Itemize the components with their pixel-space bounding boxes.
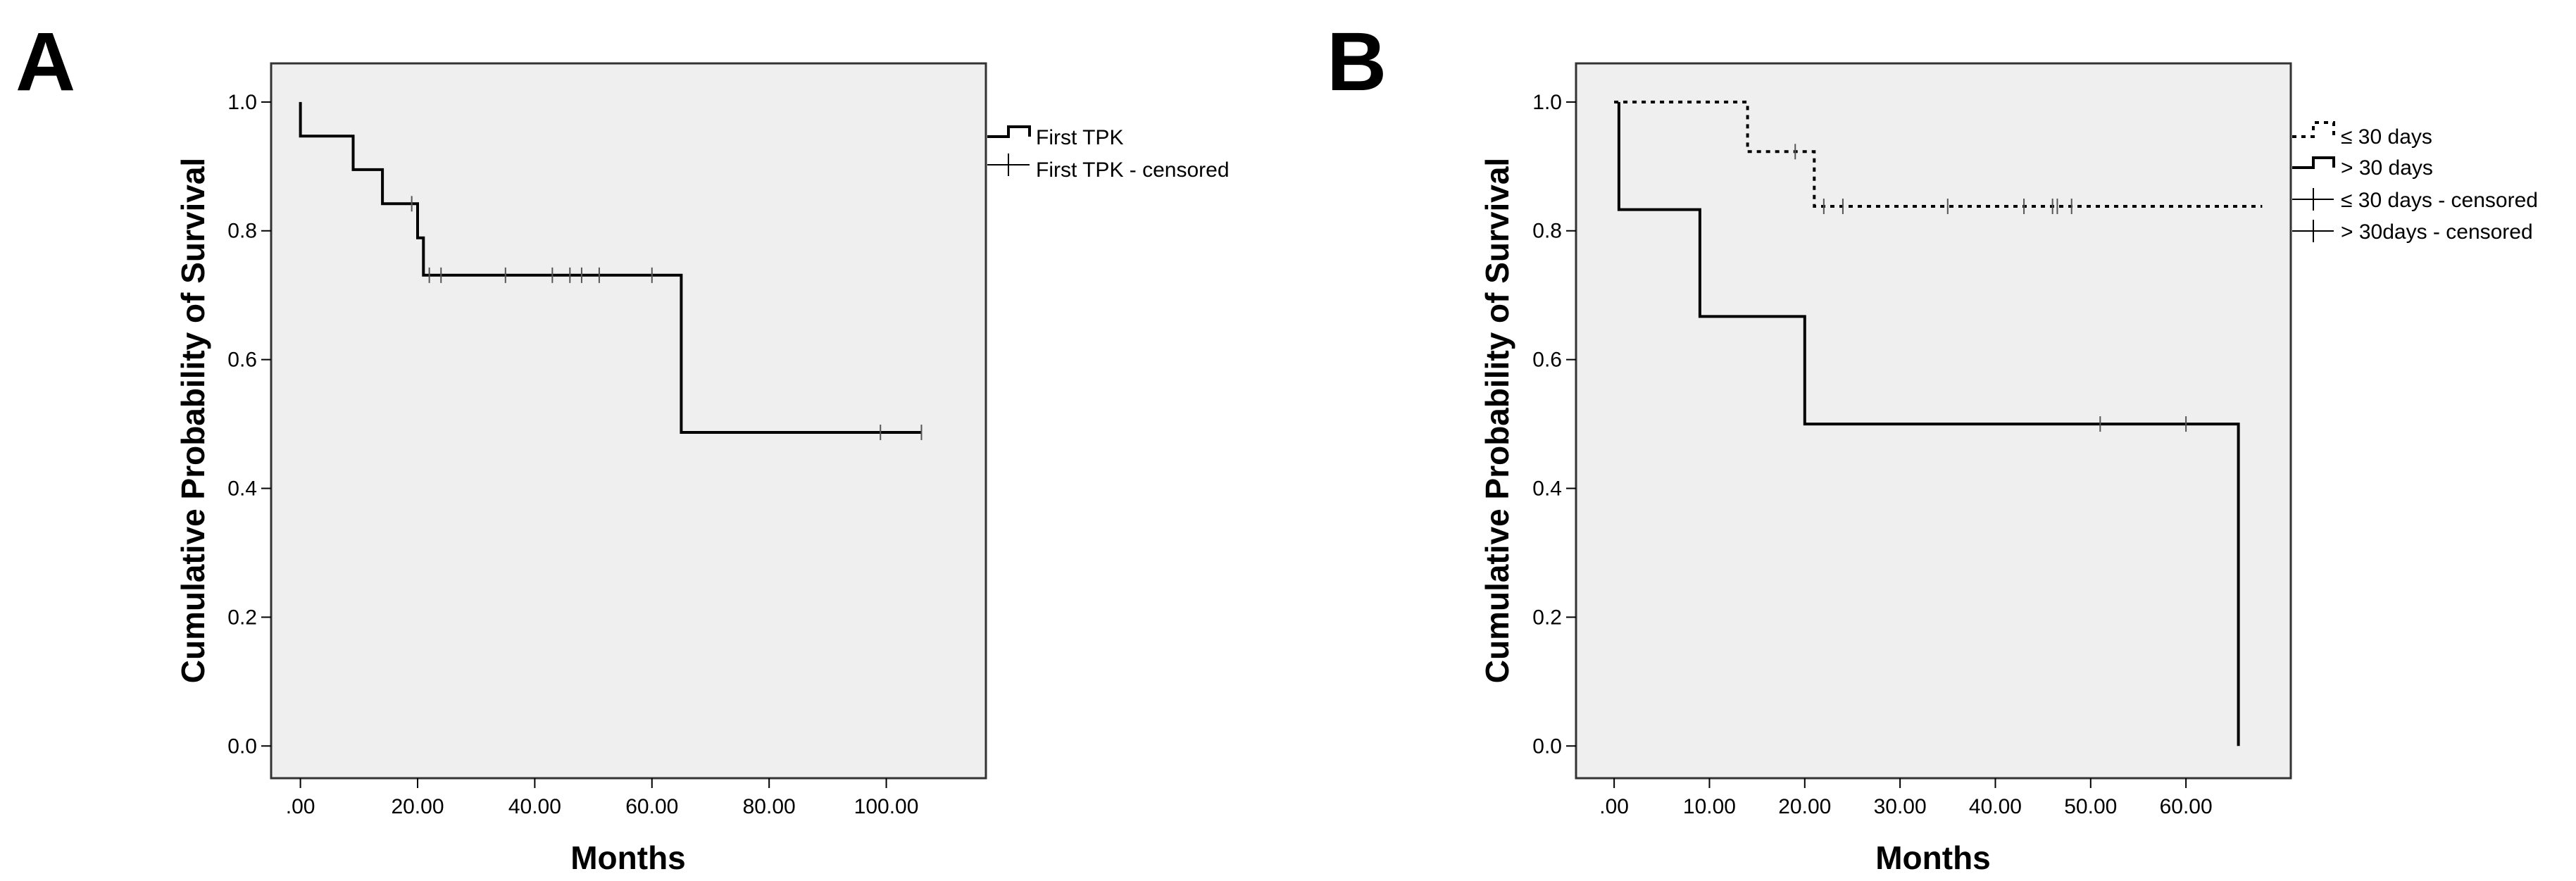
panel-a-x-tick-label: 80.00: [743, 795, 796, 818]
panel-b-y-tick-label: 0.6: [1532, 349, 1562, 372]
panel-a-curves: [299, 101, 922, 434]
panel-a-x-tick-label: 60.00: [625, 795, 678, 818]
legend-label-le-30-days: ≤ 30 days: [2341, 125, 2432, 149]
panel-b-y-tick-label: 0.0: [1532, 735, 1562, 758]
panel-a-x-axis-title: Months: [570, 839, 686, 876]
panel-b-x-tick-label: 10.00: [1683, 795, 1736, 818]
panel-a-x-tick-label: 40.00: [508, 795, 561, 818]
panel-a-y-tick-label: 1.0: [227, 91, 257, 114]
panel-a-plot-area: [270, 62, 987, 780]
panel-b-legend: ≤ 30 days > 30 days ≤ 30 days - censored…: [2292, 121, 2538, 244]
panel-a-legend: First TPK First TPK - censored: [987, 125, 1230, 182]
legend-swatch-first-tpk: [987, 125, 1031, 138]
panel-b-curves: [1614, 100, 2263, 746]
panel-b-x-tick-label: 30.00: [1874, 795, 1927, 818]
panel-b-plot-area: [1575, 62, 2292, 780]
legend-label-gt-30-days-censored: > 30days - censored: [2341, 220, 2533, 244]
panel-a-curve-0: [299, 101, 922, 434]
panel-b-curve-0: [1614, 100, 2263, 208]
legend-label-first-tpk: First TPK: [1036, 126, 1123, 149]
panel-a: A .00 20.00 40.00 60.00 80.00 100.00 0.0 0.2 0.4…: [15, 15, 1230, 876]
panel-a-y-tick-label: 0.0: [227, 735, 257, 758]
panel-a-y-tick-label: 0.8: [227, 220, 257, 243]
panel-b-x-tick-label: 40.00: [1969, 795, 2022, 818]
panel-b-x-tick-label: 60.00: [2160, 795, 2213, 818]
panel-a-y-axis-title: Cumulative Probability of Survival: [175, 158, 211, 683]
panel-a-letter: A: [15, 15, 75, 108]
panel-b-letter: B: [1327, 15, 1387, 108]
panel-b-y-axis-title: Cumulative Probability of Survival: [1479, 158, 1515, 683]
panel-a-y-tick-label: 0.4: [227, 477, 257, 501]
panel-b-x-tick-label: .00: [1599, 795, 1629, 818]
panel-b-x-tick-label: 20.00: [1778, 795, 1831, 818]
panel-b-axis-ticks: .00 10.00 20.00 30.00 40.00 50.00 60.00 0.0 0.2 0…: [1532, 91, 2212, 818]
panel-b-curve-1: [1617, 101, 2240, 746]
panel-b: B .00 10.00 20.00 30.00 40.00 50.00 60.00 0.0 0.…: [1327, 15, 2538, 876]
panel-b-censor-marks: [1794, 144, 2187, 432]
panel-b-y-tick-label: 0.8: [1532, 220, 1562, 243]
panel-a-axis-ticks: .00 20.00 40.00 60.00 80.00 100.00 0.0 0.2 0.4 0.…: [227, 91, 918, 818]
panel-b-y-tick-label: 1.0: [1532, 91, 1562, 114]
legend-label-gt-30-days: > 30 days: [2341, 156, 2433, 180]
panel-a-x-tick-label: 100.00: [854, 795, 919, 818]
panel-b-y-tick-label: 0.2: [1532, 606, 1562, 629]
panel-a-x-tick-label: 20.00: [391, 795, 444, 818]
panel-a-censor-marks: [411, 196, 923, 440]
panel-b-y-tick-label: 0.4: [1532, 477, 1562, 501]
panel-a-y-tick-label: 0.2: [227, 606, 257, 629]
legend-swatch-gt-30-days: [2292, 156, 2335, 169]
panel-b-x-axis-title: Months: [1875, 839, 1991, 876]
panel-a-x-tick-label: .00: [286, 795, 315, 818]
panel-b-x-tick-label: 50.00: [2064, 795, 2117, 818]
legend-label-first-tpk-censored: First TPK - censored: [1036, 158, 1230, 182]
legend-swatch-le-30-days: [2292, 121, 2335, 138]
legend-label-le-30-days-censored: ≤ 30 days - censored: [2341, 189, 2538, 212]
panel-a-y-tick-label: 0.6: [227, 349, 257, 372]
